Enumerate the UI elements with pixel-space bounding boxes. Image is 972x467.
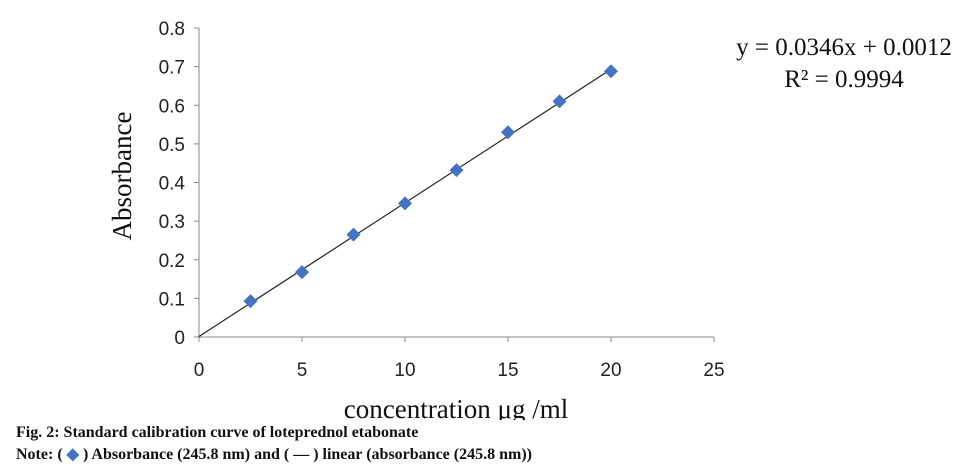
data-point [243,294,258,309]
data-point [501,125,515,140]
y-tick-label: 0.3 [159,212,185,233]
data-point [295,265,309,280]
y-tick-label: 0.1 [159,289,185,310]
y-tick-label: 0.8 [159,19,185,40]
figure-caption: Fig. 2: Standard calibration curve of lo… [16,424,419,441]
data-point [604,64,618,79]
data-points [243,64,618,309]
x-tick-label: 5 [297,360,308,381]
data-point [398,196,412,211]
data-point [552,94,567,109]
y-tick-label: 0.2 [159,251,185,272]
note-prefix: Note: ( [16,446,63,463]
x-tick-labels: 0 5 10 15 20 25 [194,360,725,381]
y-tick-label: 0 [174,328,185,349]
diamond-marker-icon: ◆ [66,446,79,463]
data-point [346,227,361,242]
y-tick-label: 0.5 [159,135,185,156]
trendline-equation: y = 0.0346x + 0.0012 [736,34,952,61]
x-tick-label: 25 [703,360,724,381]
x-axis-title: concentration μg /ml [344,394,568,420]
axes [194,27,715,342]
calibration-chart: 0 0.1 0.2 0.3 0.4 0.5 0.6 0.7 0.8 0 5 10 15 20 25 Abs… [107,19,952,420]
y-axis-title: Absorbance [107,112,137,241]
y-tick-labels: 0 0.1 0.2 0.3 0.4 0.5 0.6 0.7 0.8 [159,19,186,349]
x-tick-label: 10 [394,360,415,381]
y-tick-label: 0.7 [159,58,185,79]
data-point [449,163,464,178]
x-tick-label: 20 [600,360,621,381]
y-tick-label: 0.6 [159,96,185,117]
r-squared-label: R² = 0.9994 [784,66,904,93]
note-text: ) Absorbance (245.8 nm) and ( — ) linear… [82,446,532,463]
x-tick-label: 0 [194,360,205,381]
figure-note: Note: ( ◆ ) Absorbance (245.8 nm) and ( … [16,444,532,464]
x-tick-label: 15 [497,360,518,381]
y-tick-label: 0.4 [159,174,186,195]
